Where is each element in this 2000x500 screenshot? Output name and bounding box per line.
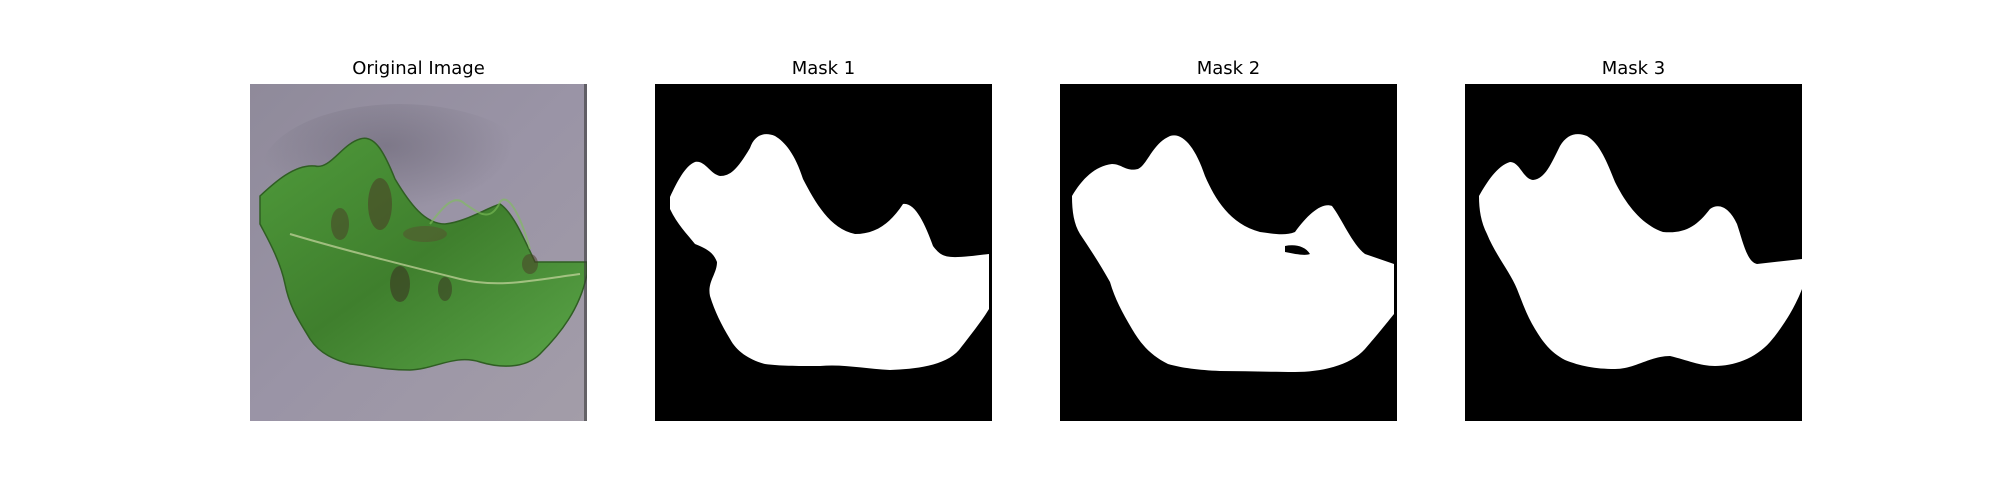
mask-2-image — [1060, 84, 1397, 421]
mask-3-title: Mask 3 — [1601, 58, 1666, 79]
original-image — [250, 84, 587, 421]
original-image-title: Original Image — [352, 58, 485, 79]
mask-1-image — [655, 84, 992, 421]
mask-3-image — [1465, 84, 1802, 421]
mask-1-title: Mask 1 — [791, 58, 856, 79]
mask-2-title: Mask 2 — [1196, 58, 1261, 79]
